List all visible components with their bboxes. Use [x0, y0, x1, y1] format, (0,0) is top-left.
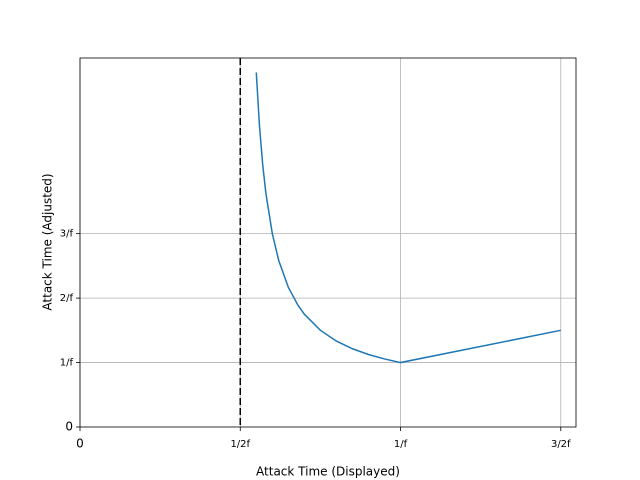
y-tick-label: 0 — [65, 420, 73, 434]
x-tick-label: 3/2f — [551, 439, 571, 450]
y-tick-label: 3/f — [60, 229, 74, 240]
x-axis-label: Attack Time (Displayed) — [256, 465, 400, 479]
x-tick-label: 1/f — [394, 439, 408, 450]
y-tick-label: 1/f — [60, 358, 74, 369]
x-tick-label: 0 — [76, 437, 84, 451]
y-tick-label: 2/f — [60, 293, 74, 304]
line-series — [255, 72, 561, 364]
y-axis-label: Attack Time (Adjusted) — [41, 173, 55, 310]
plot-frame — [79, 57, 577, 428]
x-tick-label: 1/2f — [230, 439, 250, 450]
